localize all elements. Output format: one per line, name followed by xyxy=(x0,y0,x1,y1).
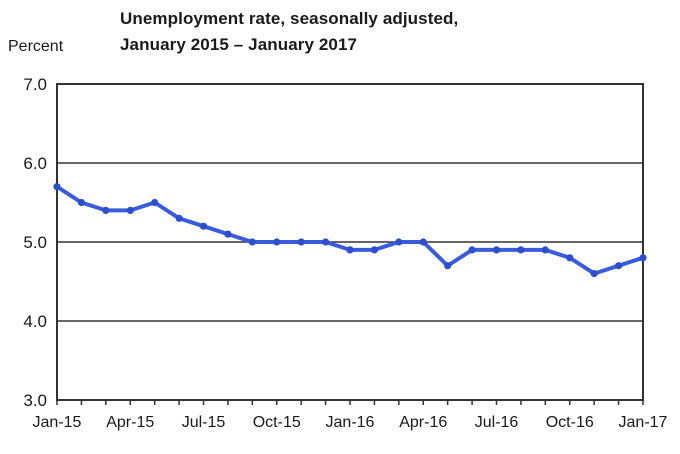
data-point-marker xyxy=(370,246,378,254)
data-point-marker xyxy=(346,246,354,254)
data-point-marker xyxy=(395,238,403,246)
y-axis-unit-label: Percent xyxy=(8,38,64,55)
y-tick-label: 3.0 xyxy=(23,391,47,410)
data-point-marker xyxy=(517,246,525,254)
chart-title-line2: January 2015 – January 2017 xyxy=(120,35,358,54)
chart-title-line1: Unemployment rate, seasonally adjusted, xyxy=(120,9,459,28)
y-tick-label: 6.0 xyxy=(23,154,47,173)
x-tick-label: Jul-16 xyxy=(475,414,519,431)
data-point-marker xyxy=(322,238,330,246)
data-point-marker xyxy=(102,206,110,214)
x-tick-label: Jul-15 xyxy=(182,414,226,431)
x-tick-label: Oct-15 xyxy=(253,414,301,431)
data-point-marker xyxy=(297,238,305,246)
data-point-marker xyxy=(126,206,134,214)
x-tick-label: Apr-16 xyxy=(399,414,447,431)
data-point-marker xyxy=(566,254,574,262)
chart-title: Unemployment rate, seasonally adjusted, … xyxy=(120,6,458,58)
data-point-marker xyxy=(419,238,427,246)
y-tick-label: 5.0 xyxy=(23,233,47,252)
x-tick-label: Jan-15 xyxy=(33,414,82,431)
data-point-marker xyxy=(590,270,598,278)
data-point-marker xyxy=(175,214,183,222)
data-point-marker xyxy=(151,198,159,207)
data-point-marker xyxy=(248,238,256,246)
data-point-marker xyxy=(224,230,232,238)
data-point-marker xyxy=(541,246,549,254)
data-point-marker xyxy=(492,246,501,254)
data-point-marker xyxy=(468,246,476,254)
data-point-marker xyxy=(53,183,61,191)
x-tick-label: Apr-15 xyxy=(106,414,154,431)
data-point-marker xyxy=(639,254,647,262)
data-point-marker xyxy=(77,198,85,207)
x-tick-label: Jan-17 xyxy=(619,414,668,431)
data-point-marker xyxy=(273,238,281,246)
data-line-unemployment-rate xyxy=(55,184,645,276)
y-tick-label: 4.0 xyxy=(23,312,47,331)
data-point-marker xyxy=(199,222,208,230)
data-point-marker xyxy=(615,262,623,270)
y-tick-label: 7.0 xyxy=(23,75,47,94)
x-tick-label: Oct-16 xyxy=(546,414,594,431)
x-tick-label: Jan-16 xyxy=(326,414,375,431)
data-point-marker xyxy=(444,262,452,270)
